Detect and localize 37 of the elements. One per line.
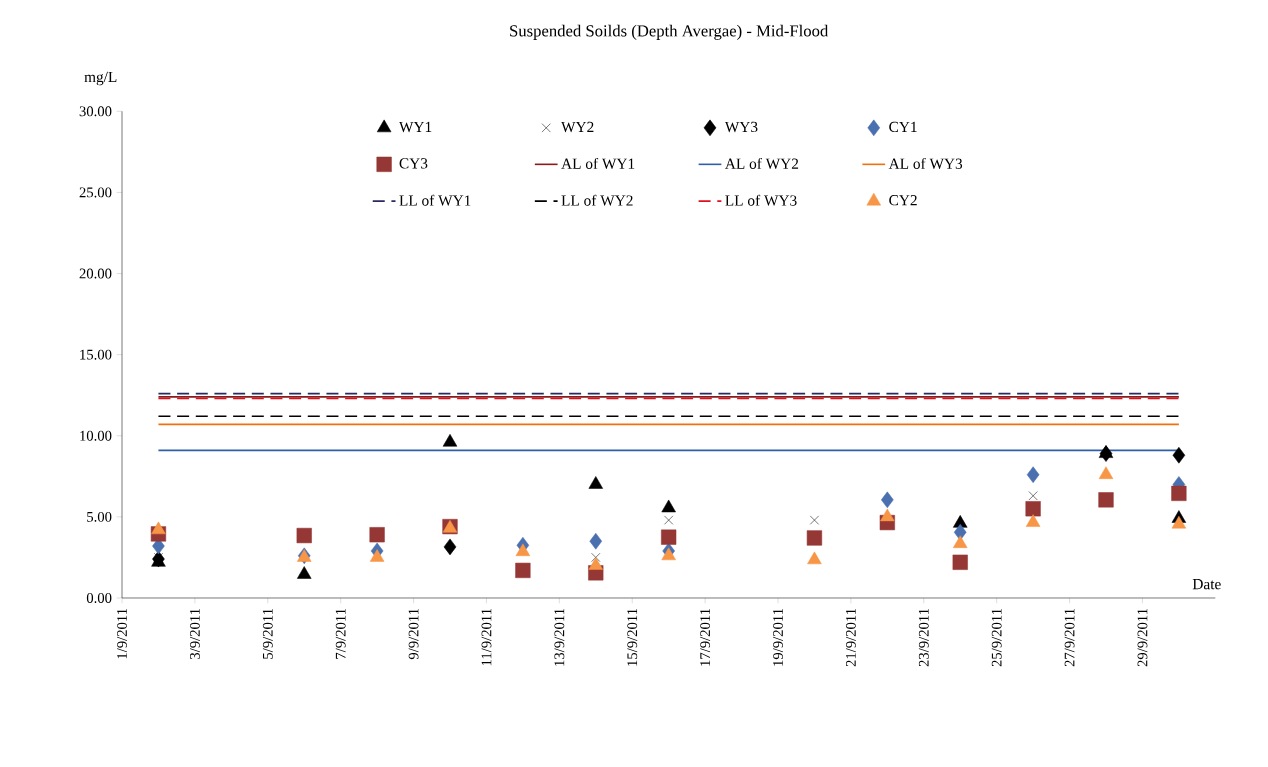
y-tick-label: 20.00 [79,268,112,279]
y-tick-label: 25.00 [79,187,112,198]
legend-label: LL of WY1 [399,194,471,206]
legend-label: LL of WY2 [561,194,633,206]
x-tick-label: 27/9/2011 [1064,608,1075,667]
x-tick-label: 13/9/2011 [554,608,565,666]
y-tick-label: 30.00 [79,106,112,117]
legend-label: LL of WY3 [725,194,797,206]
legend-label: WY3 [724,121,758,133]
x-tick-label: 29/9/2011 [1137,608,1148,667]
x-tick-label: 23/9/2011 [918,608,929,667]
legend-label: AL of WY1 [561,157,635,169]
x-axis-title: Date [1192,579,1221,590]
y-tick-label: 0.00 [86,593,112,603]
x-tick-label: 5/9/2011 [262,608,273,659]
y-tick-label: 5.00 [87,511,112,522]
legend-label: AL of WY2 [724,157,799,169]
x-tick-label: 19/9/2011 [773,608,783,666]
x-tick-label: 25/9/2011 [991,608,1002,667]
legend-label: WY2 [561,121,594,133]
x-tick-label: 11/9/2011 [481,608,492,666]
legend-label: WY1 [399,121,432,133]
y-tick-label: 15.00 [80,349,112,360]
x-tick-label: 17/9/2011 [700,608,711,666]
x-tick-label: 1/9/2011 [117,608,127,659]
legend-label: AL of WY3 [888,157,963,169]
x-tick-label: 9/9/2011 [408,608,419,660]
y-tick-label: 10.00 [80,430,112,441]
x-tick-label: 15/9/2011 [627,608,638,666]
x-tick-label: 3/9/2011 [189,608,200,659]
chart-title: Suspended Soilds (Depth Avergae) - Mid-Flood [510,24,829,40]
x-tick-label: 7/9/2011 [335,608,346,659]
legend-label: CY2 [889,195,917,206]
y-axis-title: mg/L [84,71,117,86]
legend-label: CY3 [399,158,428,169]
legend-label: CY1 [889,121,917,133]
x-tick-label: 21/9/2011 [845,608,856,667]
